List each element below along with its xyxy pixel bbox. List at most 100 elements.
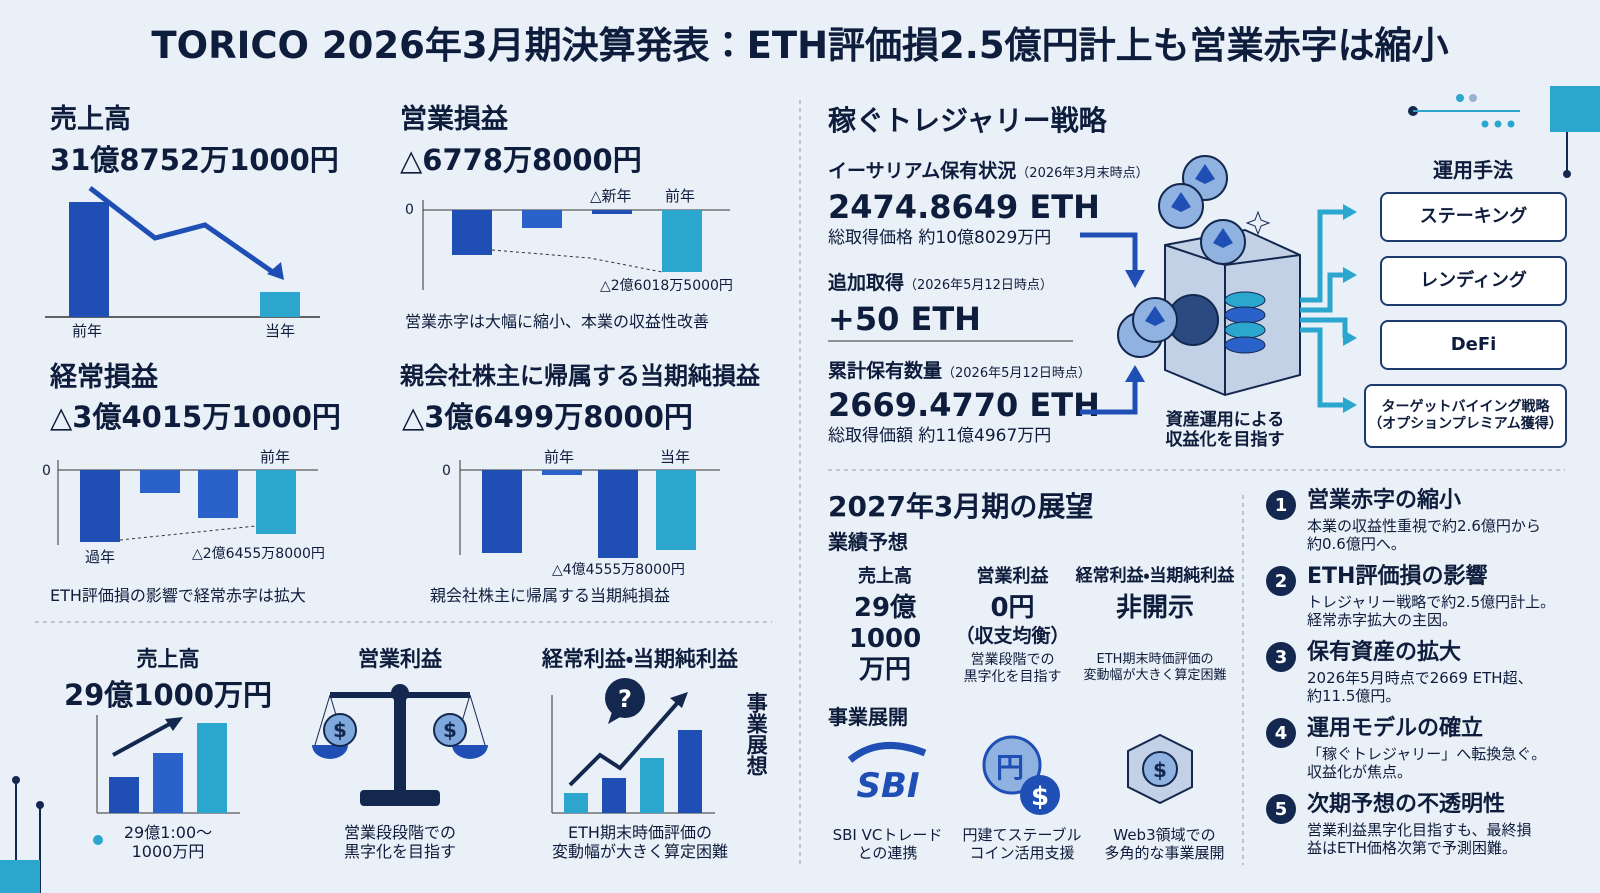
glyph: $ xyxy=(1153,758,1167,782)
label-text: 累計保有数量 xyxy=(828,360,943,382)
date: （2026年5月12日時点） xyxy=(942,366,1091,381)
cost: 総取得価格 約10億8029万円 xyxy=(828,228,1052,248)
point-number: 4 xyxy=(1266,718,1296,748)
point-text: 営業利益黒字化目指すも、最終損 益はETH価格次第で予測困難。 xyxy=(1307,821,1532,857)
zero: 0 xyxy=(442,463,451,479)
illustration-caption: 資産運用による 収益化を目指す xyxy=(1165,410,1285,451)
methods-title: 運用手法 xyxy=(1433,158,1513,182)
point-number: 3 xyxy=(1266,642,1296,672)
business-icons: SBI 円 $ $ xyxy=(847,733,1193,815)
note: △4億4555万8000円 xyxy=(552,562,685,578)
label: 営業利益 xyxy=(358,647,442,671)
treasury-illustration xyxy=(1080,155,1357,415)
side-label: 事業展想 xyxy=(744,692,769,776)
point-text: トレジャリー戦略で約2.5億円計上。 経常赤字拡大の主因。 xyxy=(1307,593,1556,629)
method: DeFi xyxy=(1380,320,1567,370)
caption: 営業赤字は大幅に縮小、本業の収益性改善 xyxy=(405,312,710,331)
tag: △新年 xyxy=(590,187,632,205)
caption: ETH期末時価評価の 変動幅が大きく算定困難 xyxy=(551,823,728,862)
label: 営業利益 xyxy=(976,566,1049,587)
ord-chart xyxy=(57,460,318,545)
heading: 2027年3月期の展望 xyxy=(828,490,1094,523)
caption: 営業段段階での 黒字化を目指す xyxy=(343,823,456,862)
point-number: 5 xyxy=(1266,794,1296,824)
tick: 当年 xyxy=(265,322,296,340)
zero: 0 xyxy=(405,202,414,218)
point-title: 次期予想の不透明性 xyxy=(1307,792,1506,817)
scale-icon: $ $ xyxy=(312,684,488,806)
date: （2026年3月末時点） xyxy=(1016,166,1149,181)
label: 営業損益 xyxy=(400,104,508,135)
point-number: 1 xyxy=(1266,490,1296,520)
sales-chart xyxy=(45,186,320,318)
caption: 親会社株主に帰属する当期純損益 xyxy=(430,586,671,605)
tag: 前年 xyxy=(665,187,696,205)
title: TORICO 2026年3月期決算発表：ETH評価損2.5億円計上も営業赤字は縮… xyxy=(151,24,1449,67)
value: 29億1000 万円 xyxy=(848,593,922,686)
method: レンディング xyxy=(1380,256,1567,306)
method: ターゲットバイイング戦略 （オプションプレミアム獲得） xyxy=(1364,384,1567,448)
date: （2026年5月12日時点） xyxy=(904,278,1053,293)
point-text: 「稼ぐトレジャリー」へ転換急ぐ。 収益化が焦点。 xyxy=(1307,745,1547,781)
point-title: 運用モデルの確立 xyxy=(1307,716,1484,741)
value: △3億6499万8000円 xyxy=(402,400,693,434)
label: 売上高 xyxy=(136,647,200,671)
tag: 過年 xyxy=(85,548,116,566)
label: 売上高 xyxy=(858,566,912,587)
caption: SBI VCトレード との連携 xyxy=(832,826,943,862)
method: ステーキング xyxy=(1380,192,1567,242)
label: 経常利益・当期純利益 xyxy=(1075,566,1235,586)
subheading: 事業展開 xyxy=(828,705,908,729)
note: △2億6455万8000円 xyxy=(192,546,325,562)
zero: 0 xyxy=(42,463,51,479)
growth-icon xyxy=(96,715,240,814)
tag: 当年 xyxy=(660,448,691,466)
point-title: 保有資産の拡大 xyxy=(1307,640,1462,665)
tag: 前年 xyxy=(260,448,291,466)
cost: 総取得価額 約11億4967万円 xyxy=(828,426,1052,446)
tag: 前年 xyxy=(544,448,575,466)
caption: 29億1:00～ 1000万円 xyxy=(123,823,213,862)
value: 31億8752万1000円 xyxy=(50,143,339,177)
label: 経常損益 xyxy=(50,362,158,393)
label: イーサリアム保有状況（2026年3月末時点） xyxy=(828,160,1149,183)
glyph: $ xyxy=(1031,782,1049,812)
note: 営業段階での 黒字化を目指す xyxy=(963,652,1062,685)
label-text: イーサリアム保有状況 xyxy=(828,160,1017,182)
value: 0円 xyxy=(990,593,1035,623)
subheading: 業績予想 xyxy=(828,530,908,554)
sub: （収支均衡） xyxy=(955,625,1070,647)
heading: 稼ぐトレジャリー戦略 xyxy=(828,104,1107,137)
value: 非開示 xyxy=(1115,593,1194,623)
question-chart: ? xyxy=(551,678,715,814)
label: 経常利益・当期純利益 xyxy=(541,647,739,671)
value: 2669.4770 ETH xyxy=(828,386,1100,424)
caption: Web3領域での 多角的な事業展開 xyxy=(1104,826,1225,862)
point-title: 営業赤字の縮小 xyxy=(1307,488,1462,513)
glyph: $ xyxy=(333,718,347,742)
label: 売上高 xyxy=(50,104,131,135)
op-chart xyxy=(422,200,730,290)
point-number: 2 xyxy=(1266,566,1296,596)
label: 追加取得（2026年5月12日時点） xyxy=(828,272,1053,295)
glyph: ? xyxy=(618,685,632,713)
caption: 円建てステーブル コイン活用支援 xyxy=(962,826,1082,862)
point-text: 2026年5月時点で2669 ETH超、 約11.5億円。 xyxy=(1307,669,1533,705)
caption: ETH評価損の影響で経常赤字は拡大 xyxy=(50,586,306,605)
label: 親会社株主に帰属する当期純損益 xyxy=(400,362,760,390)
glyph: 円 xyxy=(996,751,1024,784)
note: △2億6018万5000円 xyxy=(600,278,733,294)
rule xyxy=(828,340,1073,342)
value: △3億4015万1000円 xyxy=(50,400,341,434)
label-text: 追加取得 xyxy=(828,272,905,294)
net-chart xyxy=(459,460,720,558)
note: ETH期末時価評価の 変動幅が大きく算定困難 xyxy=(1083,652,1227,683)
value: △6778万8000円 xyxy=(400,143,642,177)
label: 累計保有数量（2026年5月12日時点） xyxy=(828,360,1091,383)
value: +50 ETH xyxy=(828,300,981,338)
point-text: 本業の収益性重視で約2.6億円から 約0.6億円へ。 xyxy=(1307,517,1541,553)
tick: 前年 xyxy=(72,322,103,340)
value: 2474.8649 ETH xyxy=(828,188,1100,226)
